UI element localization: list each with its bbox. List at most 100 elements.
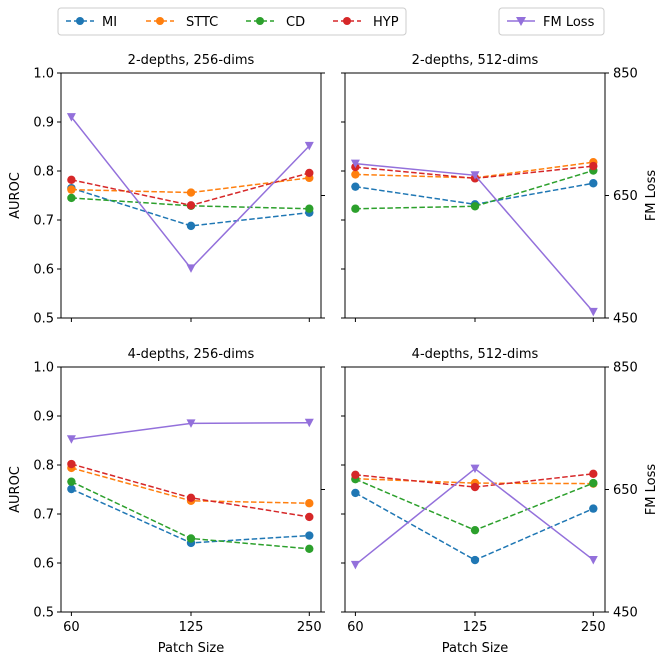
- data-point-sttc: [186, 188, 196, 197]
- series-sttc: [67, 173, 314, 197]
- y2-axis-label: FM Loss: [644, 464, 659, 516]
- series-line-fm-loss: [355, 162, 594, 313]
- y-axis-label: AUROC: [8, 466, 23, 513]
- data-point-sttc: [305, 499, 314, 508]
- data-point-mi: [351, 182, 360, 191]
- data-point-cd: [470, 525, 480, 535]
- legend-item-cd: CD: [246, 15, 305, 30]
- x-tick-label: 250: [581, 620, 606, 635]
- data-point-mi: [351, 488, 360, 498]
- y2-tick-label: 850: [613, 361, 638, 376]
- data-point-fm-loss: [186, 419, 196, 428]
- panel-title: 2-depths, 512-dims: [412, 53, 539, 68]
- data-point-hyp: [589, 469, 598, 479]
- legend-right: FM Loss: [498, 7, 605, 36]
- data-point-hyp: [305, 168, 314, 178]
- panel-title: 2-depths, 256-dims: [128, 53, 255, 68]
- y2-tick-label: 850: [613, 67, 638, 82]
- series-hyp: [67, 459, 314, 522]
- data-point-cd: [305, 204, 314, 213]
- data-point-sttc: [67, 185, 76, 194]
- y2-tick-label: 650: [613, 189, 638, 204]
- legend-item-fm-loss: FM Loss: [507, 15, 595, 30]
- y2-tick-label: 450: [613, 312, 638, 327]
- data-point-hyp: [589, 161, 598, 171]
- x-axis-label: Patch Size: [158, 641, 225, 656]
- x-tick-label: 60: [347, 620, 364, 635]
- panel-title: 4-depths, 512-dims: [412, 347, 539, 362]
- y-tick-label: 0.7: [33, 508, 54, 523]
- data-point-fm-loss: [350, 159, 360, 169]
- y-tick-label: 1.0: [33, 361, 54, 376]
- y-tick-label: 0.8: [33, 459, 54, 474]
- legend-item-mi: MI: [66, 15, 117, 30]
- data-point-mi: [470, 555, 480, 565]
- series-cd: [67, 477, 314, 553]
- y-tick-label: 0.6: [33, 263, 54, 278]
- panel-2-depths-256-dims: 2-depths, 256-dims 0.5 0.6 0.7 0.8 0.9 1.0 AURO…: [8, 53, 325, 327]
- series-fm-loss: [66, 113, 314, 273]
- data-point-hyp: [67, 175, 76, 185]
- data-point-fm-loss: [350, 560, 360, 570]
- series-line-hyp: [71, 463, 310, 518]
- data-point-sttc: [351, 170, 360, 179]
- legend-item-hyp: HYP: [333, 15, 399, 30]
- data-point-mi: [589, 504, 598, 513]
- series-mi: [351, 488, 598, 565]
- series-fm-loss: [350, 464, 598, 570]
- y-tick-label: 0.5: [33, 312, 54, 327]
- panel-4-depths-256-dims: 4-depths, 256-dims 0.5 0.6 0.7 0.8 0.9 1.0 AURO…: [8, 347, 325, 656]
- legend-label-mi: MI: [102, 15, 117, 30]
- data-point-cd: [186, 534, 196, 543]
- y-tick-label: 0.9: [33, 116, 54, 131]
- panels: 2-depths, 256-dims 0.5 0.6 0.7 0.8 0.9 1.0 AURO…: [8, 53, 659, 656]
- data-point-hyp: [305, 512, 314, 522]
- data-point-cd: [470, 202, 480, 211]
- panel-2-depths-512-dims: 2-depths, 512-dims 450 650 850 FM Loss: [341, 53, 659, 327]
- data-point-fm-loss: [470, 171, 480, 180]
- x-tick-label: 125: [179, 620, 204, 635]
- series-mi: [67, 484, 314, 548]
- data-point-mi: [589, 179, 598, 188]
- legend-label-fm-loss: FM Loss: [543, 15, 595, 30]
- y-tick-label: 1.0: [33, 67, 54, 82]
- legend-label-sttc: STTC: [186, 15, 218, 30]
- data-point-cd: [351, 204, 360, 213]
- y-tick-label: 0.7: [33, 214, 54, 229]
- y-axis-label: AUROC: [8, 172, 23, 219]
- series-hyp: [67, 168, 314, 210]
- data-point-fm-loss: [304, 418, 314, 428]
- x-tick-label: 125: [463, 620, 488, 635]
- panel-4-depths-512-dims: 4-depths, 512-dims 450 650 850 FM Loss 60 125 2…: [341, 347, 659, 656]
- y2-tick-label: 450: [613, 606, 638, 621]
- series-fm-loss: [350, 159, 598, 317]
- legend-label-cd: CD: [286, 15, 305, 30]
- data-point-hyp: [186, 201, 196, 210]
- data-point-cd: [67, 193, 76, 203]
- y2-tick-label: 650: [613, 483, 638, 498]
- data-point-cd: [589, 478, 598, 488]
- data-point-fm-loss: [304, 141, 314, 151]
- y-tick-label: 0.9: [33, 410, 54, 425]
- data-point-hyp: [351, 470, 360, 479]
- data-point-fm-loss: [66, 113, 76, 122]
- y-tick-label: 0.8: [33, 165, 54, 180]
- data-point-fm-loss: [470, 464, 480, 474]
- data-point-fm-loss: [66, 435, 76, 444]
- y-tick-label: 0.6: [33, 557, 54, 572]
- data-point-mi: [67, 484, 76, 494]
- data-point-cd: [305, 544, 314, 553]
- data-point-fm-loss: [588, 307, 598, 317]
- data-point-hyp: [67, 459, 76, 469]
- legend-label-hyp: HYP: [373, 15, 399, 30]
- data-point-hyp: [186, 493, 196, 503]
- data-point-fm-loss: [588, 555, 598, 565]
- data-point-mi: [305, 531, 314, 540]
- panel-title: 4-depths, 256-dims: [128, 347, 255, 362]
- y2-axis-label: FM Loss: [644, 170, 659, 222]
- y-tick-label: 0.5: [33, 606, 54, 621]
- data-point-cd: [67, 477, 76, 486]
- plot-frame: [60, 366, 322, 613]
- data-point-mi: [186, 221, 196, 231]
